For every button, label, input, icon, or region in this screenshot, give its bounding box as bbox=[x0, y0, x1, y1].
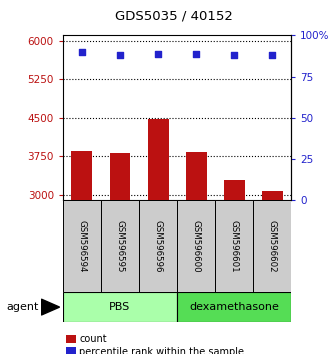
Bar bbox=[215, 200, 253, 292]
Point bbox=[193, 51, 199, 56]
Text: GSM596601: GSM596601 bbox=[230, 220, 239, 272]
Text: GSM596594: GSM596594 bbox=[77, 220, 86, 272]
Text: GSM596595: GSM596595 bbox=[116, 220, 124, 272]
Bar bbox=[186, 152, 207, 349]
Bar bbox=[148, 119, 168, 349]
Text: count: count bbox=[79, 334, 107, 344]
Text: GSM596600: GSM596600 bbox=[192, 220, 201, 272]
Text: GDS5035 / 40152: GDS5035 / 40152 bbox=[115, 10, 233, 22]
Text: GSM596596: GSM596596 bbox=[154, 220, 163, 272]
Bar bbox=[177, 200, 215, 292]
Bar bbox=[262, 191, 283, 349]
Bar bbox=[110, 153, 130, 349]
Polygon shape bbox=[41, 299, 60, 315]
Point bbox=[79, 49, 85, 55]
Bar bbox=[177, 292, 291, 322]
Point bbox=[156, 51, 161, 56]
Bar bbox=[139, 200, 177, 292]
Point bbox=[269, 52, 275, 58]
Text: GSM596602: GSM596602 bbox=[268, 220, 277, 272]
Bar bbox=[71, 151, 92, 349]
Bar bbox=[101, 200, 139, 292]
Text: PBS: PBS bbox=[109, 302, 131, 312]
Bar bbox=[253, 200, 291, 292]
Bar bbox=[224, 181, 245, 349]
Text: dexamethasone: dexamethasone bbox=[189, 302, 279, 312]
Point bbox=[117, 52, 122, 58]
Point bbox=[232, 52, 237, 58]
Text: percentile rank within the sample: percentile rank within the sample bbox=[79, 347, 244, 354]
Bar bbox=[63, 200, 101, 292]
Text: agent: agent bbox=[7, 302, 39, 312]
Bar bbox=[63, 292, 177, 322]
